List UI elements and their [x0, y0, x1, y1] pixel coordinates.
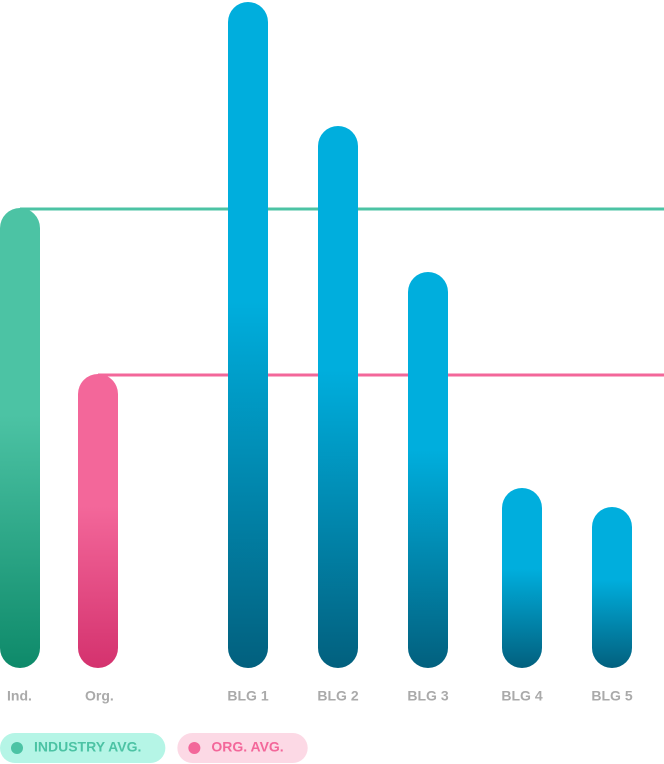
legend-swatch [11, 742, 23, 754]
legend-swatch [188, 742, 201, 754]
legend-label: ORG. AVG. [211, 739, 283, 755]
x-tick-label: Ind. [7, 688, 32, 704]
bar [502, 488, 542, 668]
bar [318, 126, 358, 668]
x-tick-label: BLG 3 [407, 688, 448, 704]
legend-item: ORG. AVG. [177, 733, 308, 763]
bar [78, 374, 118, 668]
x-tick-label: BLG 5 [591, 688, 632, 704]
x-tick-label: Org. [85, 688, 114, 704]
x-tick-label: BLG 1 [227, 688, 268, 704]
legend-item: INDUSTRY AVG. [0, 733, 166, 763]
legend-pill [0, 733, 166, 763]
bar [592, 507, 632, 668]
x-tick-label: BLG 2 [317, 688, 358, 704]
legend-pill [177, 733, 308, 763]
bar [408, 272, 448, 668]
x-tick-label: BLG 4 [501, 688, 542, 704]
bar [0, 208, 40, 668]
bar [228, 2, 268, 668]
legend-label: INDUSTRY AVG. [34, 739, 141, 755]
